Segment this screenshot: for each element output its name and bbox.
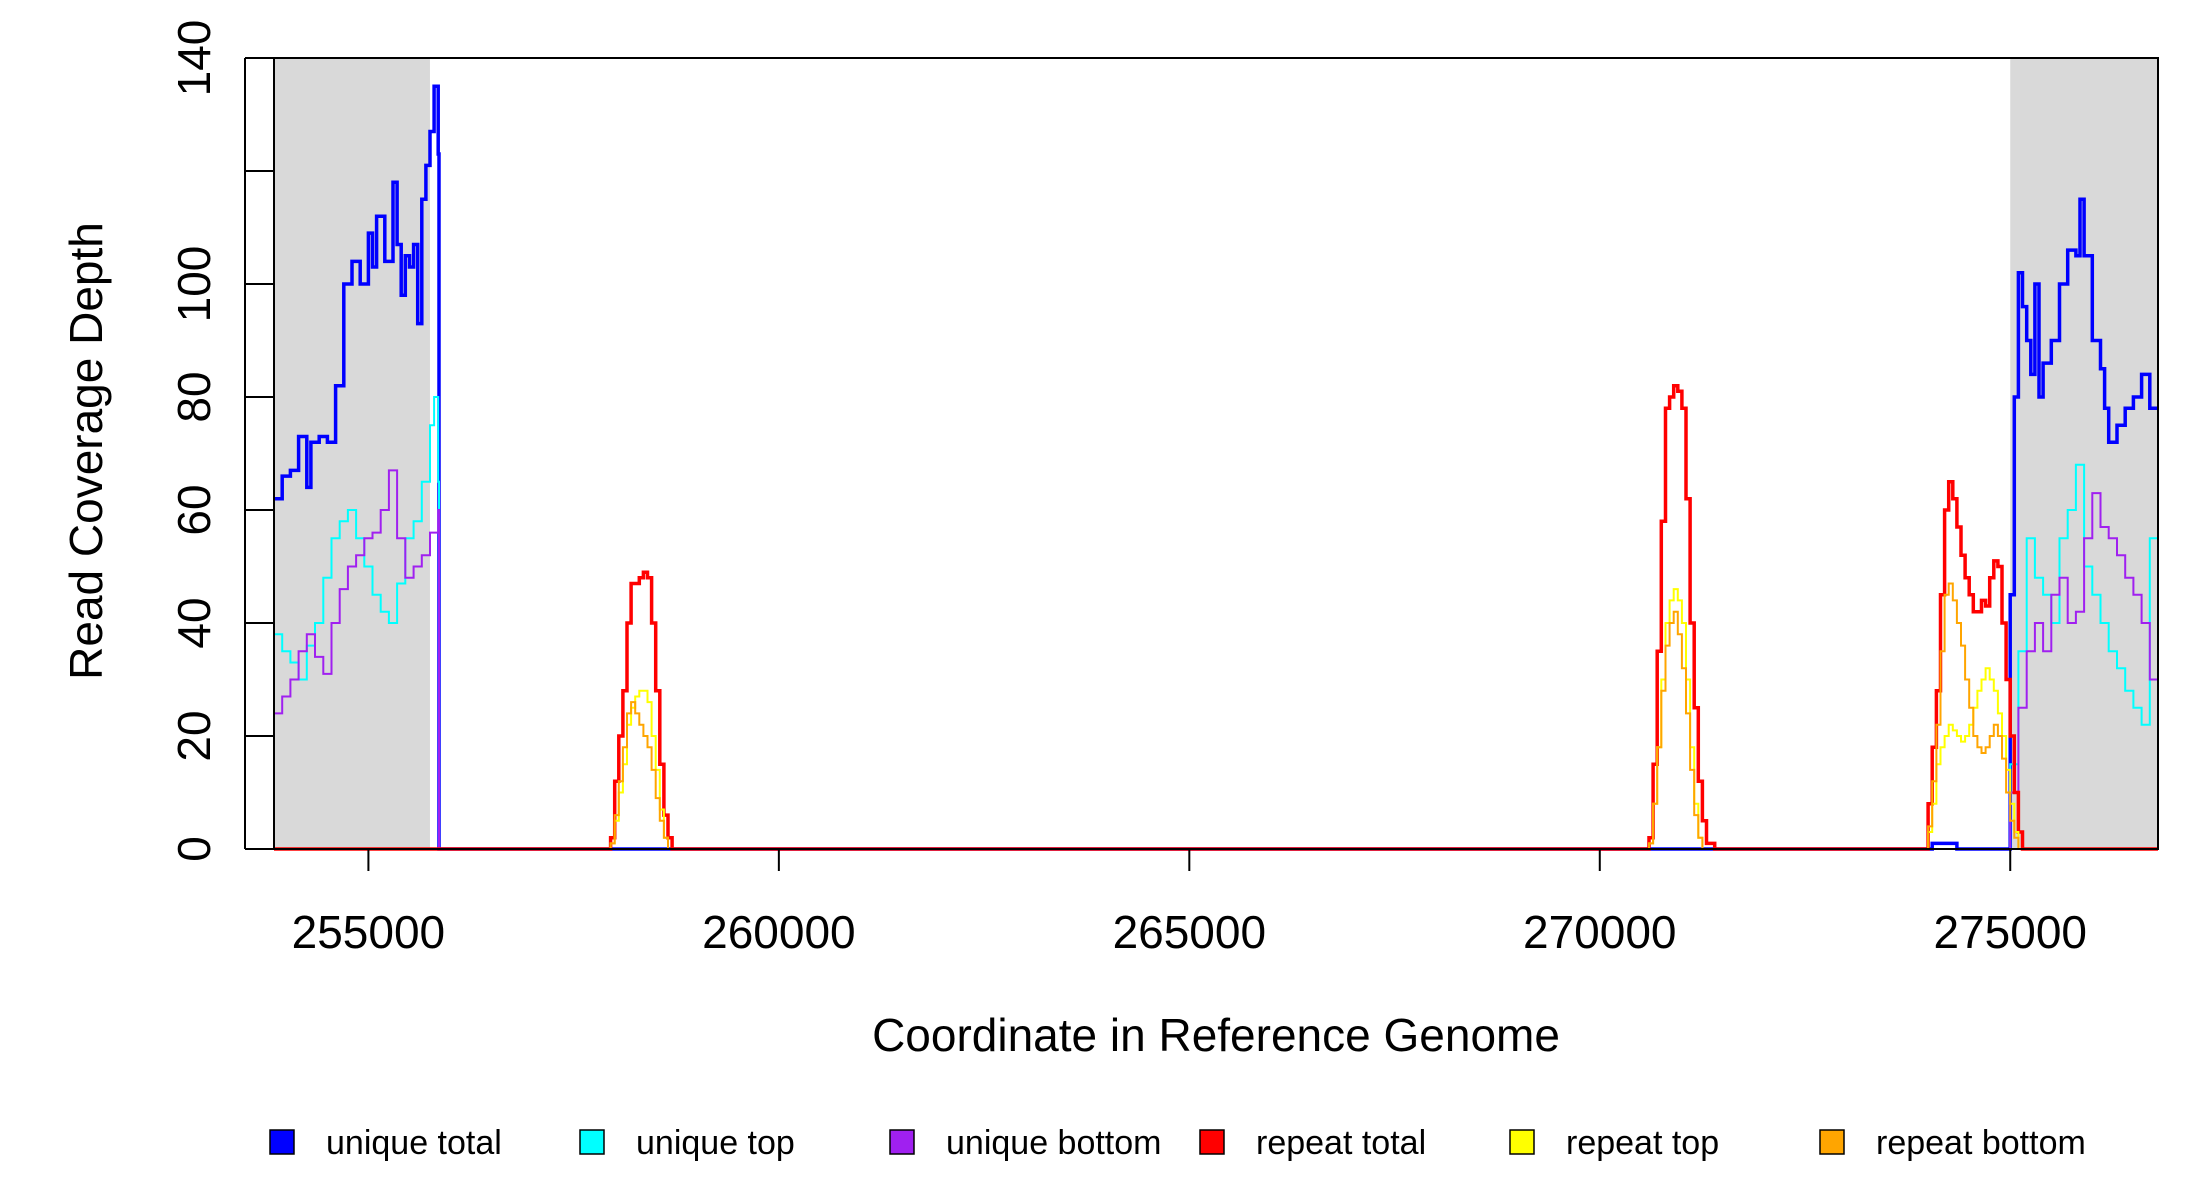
y-axis-label: Read Coverage Depth	[60, 222, 112, 680]
x-axis-label: Coordinate in Reference Genome	[872, 1009, 1560, 1061]
x-axis: 255000 260000 265000 270000 275000	[292, 848, 2087, 958]
series-line-repeat-bottom	[274, 582, 2158, 850]
series-line-unique-top	[274, 396, 2159, 850]
legend-item-repeat-total: repeat total	[1199, 1124, 1426, 1162]
y-tick-label: 40	[168, 597, 220, 648]
y-tick-label: 140	[168, 20, 220, 97]
x-tick-label: 260000	[702, 906, 856, 958]
legend-label: repeat top	[1566, 1124, 1719, 1162]
legend-swatch	[269, 1129, 295, 1155]
plot-frame	[273, 57, 2159, 850]
y-tick-label: 80	[168, 371, 220, 422]
x-tick-label: 255000	[292, 906, 446, 958]
legend-label: unique top	[636, 1124, 795, 1162]
shaded-region-2	[2010, 58, 2158, 849]
legend-label: unique total	[326, 1124, 502, 1162]
y-tick-label: 20	[168, 710, 220, 761]
series-line-unique-bottom	[274, 469, 2159, 850]
legend-label: repeat bottom	[1876, 1124, 2086, 1162]
legend-item-unique-bottom: unique bottom	[889, 1124, 1162, 1162]
legend-swatch	[579, 1129, 605, 1155]
legend-label: unique bottom	[946, 1124, 1162, 1162]
legend: unique total unique top unique bottom repea…	[269, 1124, 2086, 1162]
y-axis: 0 20 40 60 80 100 140	[168, 20, 274, 862]
y-tick-label: 0	[168, 836, 220, 862]
x-tick-label: 275000	[1933, 906, 2087, 958]
legend-item-unique-total: unique total	[269, 1124, 502, 1162]
shaded-regions	[274, 58, 2158, 849]
y-tick-label: 100	[168, 246, 220, 323]
series-line-unique-total	[274, 84, 2158, 851]
series-lines	[274, 84, 2159, 851]
series-line-repeat-top	[274, 588, 2158, 850]
y-tick-label: 60	[168, 484, 220, 535]
legend-label: repeat total	[1256, 1124, 1426, 1162]
legend-item-repeat-top: repeat top	[1509, 1124, 1719, 1162]
legend-swatch	[1509, 1129, 1535, 1155]
x-tick-label: 265000	[1113, 906, 1267, 958]
legend-swatch	[889, 1129, 915, 1155]
x-tick-label: 270000	[1523, 906, 1677, 958]
legend-swatch	[1819, 1129, 1845, 1155]
legend-swatch	[1199, 1129, 1225, 1155]
series-line-repeat-total	[274, 383, 2158, 851]
legend-item-unique-top: unique top	[579, 1124, 795, 1162]
legend-item-repeat-bottom: repeat bottom	[1819, 1124, 2086, 1162]
